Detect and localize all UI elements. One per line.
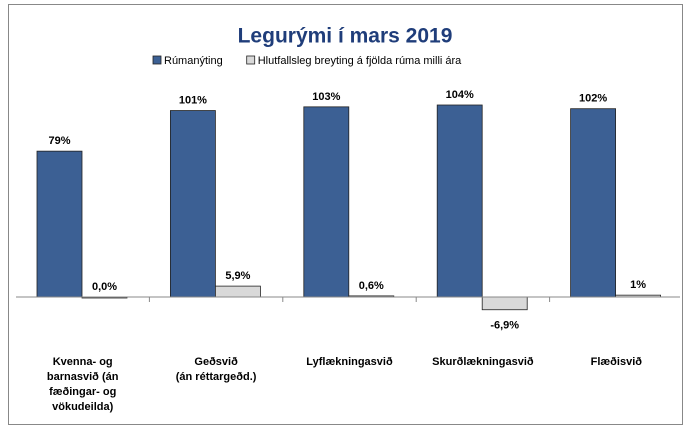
bar (169, 110, 216, 298)
data-label: 104% (446, 89, 474, 101)
data-label: 5,9% (225, 270, 250, 282)
legend-label: Hlutfallsleg breyting á fjölda rúma mill… (258, 55, 462, 67)
bar (436, 104, 483, 298)
legend-swatch (246, 55, 256, 65)
data-label: -6,9% (490, 320, 519, 332)
data-label: 0,0% (92, 281, 117, 293)
bar (36, 150, 83, 298)
bar (481, 296, 528, 311)
legend-label: Rúmanýting (164, 55, 223, 67)
data-label: 103% (312, 91, 340, 103)
data-label: 0,6% (359, 280, 384, 292)
chart-title: Legurými í mars 2019 (238, 25, 453, 48)
data-label: 79% (48, 135, 70, 147)
x-tick-label: Lyflækningasvið (306, 356, 393, 368)
bar (214, 285, 261, 298)
bar (303, 106, 350, 298)
x-tick-label: Skurðlækningasvið (432, 356, 534, 368)
legend-swatch (152, 55, 162, 65)
data-label: 1% (630, 279, 646, 291)
bar (570, 108, 616, 298)
data-label: 101% (179, 94, 207, 106)
x-tick-label: Geðsvið (án réttargeðd.) (176, 356, 257, 383)
data-label: 102% (579, 93, 607, 105)
x-tick-label: Kvenna- og barnasvið (án fæðingar- og vökud… (47, 356, 119, 413)
x-tick-label: Flæðisvið (591, 356, 643, 368)
